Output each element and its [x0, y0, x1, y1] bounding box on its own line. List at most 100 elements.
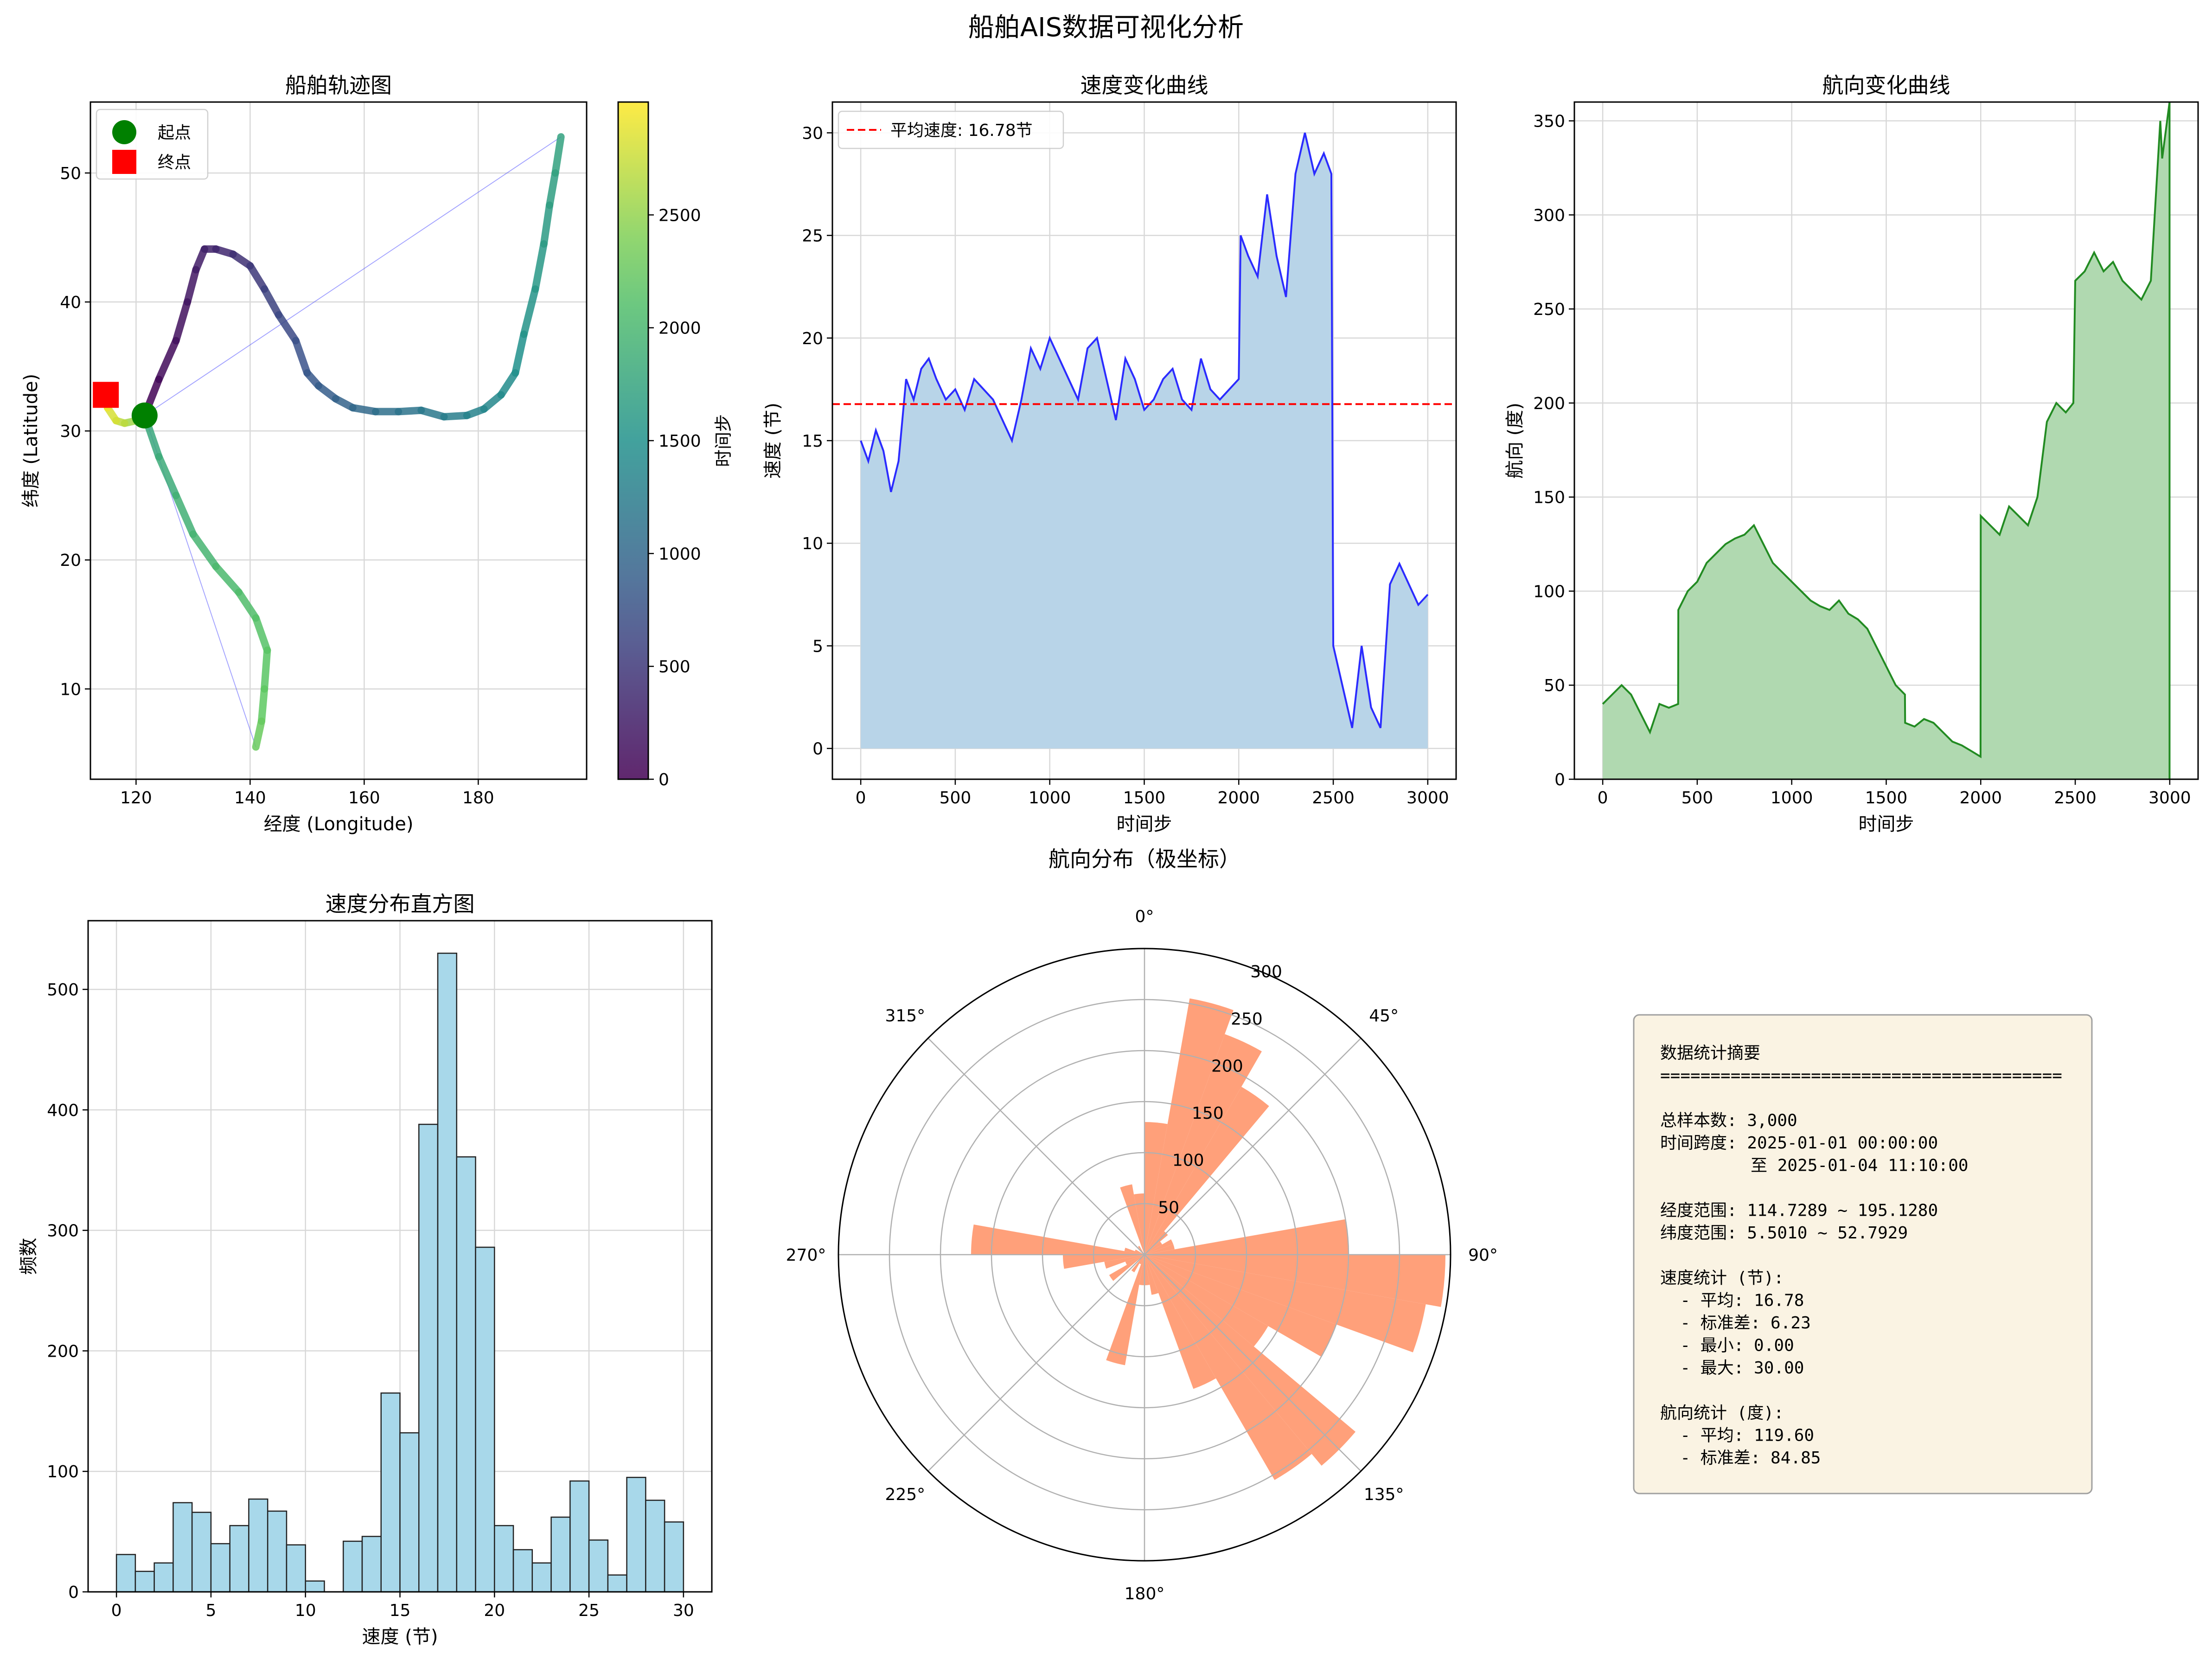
hist-bar — [475, 1246, 495, 1593]
traj-ytick-label: 50 — [60, 164, 81, 183]
polar-bar — [1144, 1244, 1175, 1255]
traj-path-segment — [349, 404, 379, 416]
polar-bar — [1144, 1255, 1216, 1389]
traj-ytick-label: 10 — [60, 680, 81, 699]
traj-xtick-label: 120 — [120, 789, 152, 808]
traj-legend-start-swatch — [112, 120, 136, 144]
hist-bar — [173, 1502, 193, 1593]
heading-ytick-label: 350 — [1533, 112, 1565, 131]
speed-xtick-label: 500 — [940, 789, 972, 808]
stats-line: - 平均: 119.60 — [1660, 1426, 1814, 1445]
colorbar-tick-label: 0 — [658, 770, 669, 789]
polar-grid-spoke — [1144, 1038, 1362, 1255]
traj-path-segment — [212, 563, 243, 596]
hist-ylabel: 频数 — [18, 1238, 39, 1275]
hist-ytick-label: 200 — [47, 1342, 79, 1361]
traj-path-segment — [192, 245, 208, 274]
traj-path-segment — [531, 240, 548, 293]
traj-path-segment — [395, 406, 425, 416]
colorbar-label: 时间步 — [713, 414, 734, 467]
heading-line — [1602, 102, 2171, 758]
polar-bar — [1144, 1255, 1426, 1353]
speed-ytick-label: 20 — [802, 329, 823, 348]
hist-bar — [115, 1554, 136, 1593]
heading-xtick-label: 500 — [1681, 789, 1713, 808]
stats-line: - 最大: 30.00 — [1660, 1359, 1804, 1378]
hist-ytick-label: 0 — [68, 1583, 79, 1602]
traj-jump-line — [144, 136, 562, 416]
polar-bar — [1144, 1241, 1163, 1255]
polar-bar — [1144, 1255, 1268, 1346]
polar-grid-spoke — [927, 1254, 1145, 1472]
hist-bar — [229, 1525, 249, 1593]
traj-path-segment — [520, 285, 539, 338]
polar-r-label: 100 — [1172, 1151, 1204, 1170]
polar-theta-label: 90° — [1468, 1246, 1498, 1265]
polar-bar — [1144, 1122, 1168, 1255]
heading-xtick-label: 2000 — [1959, 789, 2002, 808]
traj-path-segment — [292, 337, 311, 377]
hist-bar — [664, 1521, 684, 1593]
speed-title: 速度变化曲线 — [1080, 73, 1208, 98]
polar-r-label: 150 — [1192, 1104, 1224, 1123]
colorbar-tick-label: 2500 — [658, 206, 701, 225]
traj-ylabel: 纬度 (Latitude) — [20, 374, 42, 508]
polar-theta-label: 135° — [1364, 1485, 1404, 1504]
polar-bar — [1144, 1034, 1262, 1255]
polar-theta-label: 270° — [786, 1246, 826, 1265]
polar-bar — [1106, 1255, 1144, 1366]
hist-xtick-label: 20 — [484, 1601, 505, 1620]
hist-bar — [399, 1432, 420, 1593]
speed-line — [860, 132, 1429, 729]
polar-bar — [1144, 1255, 1336, 1357]
polar-theta-label: 45° — [1369, 1007, 1399, 1026]
hist-bar — [626, 1476, 646, 1593]
stats-line: - 标准差: 84.85 — [1660, 1449, 1821, 1468]
polar-bar — [1135, 1250, 1144, 1255]
colorbar-tick-label: 500 — [658, 658, 690, 677]
stats-line: 总样本数: 3,000 — [1660, 1111, 1797, 1130]
speed-chart: 0 500 1000 1500 2000 2500 3000 0 5 10 15 20 25 30 速度变化… — [762, 73, 1457, 835]
heading-ylabel: 航向 (度) — [1504, 403, 1526, 479]
heading-xtick-label: 1000 — [1771, 789, 1813, 808]
traj-path-segment — [184, 266, 200, 306]
polar-r-label: 250 — [1231, 1010, 1263, 1029]
speed-ytick-label: 15 — [802, 432, 823, 451]
polar-bar — [1104, 1255, 1144, 1269]
traj-path-segment — [551, 133, 565, 177]
speed-area — [861, 133, 1428, 749]
hist-bar — [437, 952, 458, 1593]
heading-xtick-label: 3000 — [2148, 789, 2191, 808]
stats-line: 至 2025-01-04 11:10:00 — [1660, 1156, 1969, 1175]
stats-line: - 标准差: 6.23 — [1660, 1314, 1811, 1333]
hist-bar — [512, 1549, 533, 1593]
speed-ytick-label: 25 — [802, 227, 823, 246]
heading-title: 航向变化曲线 — [1822, 73, 1950, 98]
hist-bar — [153, 1562, 174, 1593]
polar-bar — [1144, 1255, 1312, 1480]
hist-bar — [267, 1510, 288, 1593]
traj-path-segment — [275, 311, 300, 345]
stats-line: 航向统计 (度): — [1660, 1404, 1784, 1423]
traj-path-segment — [540, 201, 554, 248]
speed-legend-box — [837, 110, 1064, 149]
hist-bar — [305, 1580, 325, 1593]
polar-r-label: 300 — [1250, 962, 1282, 981]
colorbar-tick-label: 2000 — [658, 319, 701, 338]
traj-ytick-label: 40 — [60, 293, 81, 312]
hist-bar — [248, 1498, 269, 1593]
speed-ytick-label: 0 — [812, 740, 823, 759]
hist-xtick-label: 30 — [673, 1601, 694, 1620]
traj-start-marker — [131, 402, 158, 429]
traj-path-segment — [252, 717, 265, 751]
polar-bar — [1139, 1255, 1144, 1264]
traj-path-segment — [511, 330, 528, 377]
hist-bar — [550, 1516, 571, 1593]
polar-title: 航向分布（极坐标） — [1048, 846, 1240, 872]
colorbar-tick-label: 1500 — [658, 432, 701, 451]
polar-bar — [971, 1225, 1144, 1255]
stats-line: 数据统计摘要 — [1660, 1044, 1760, 1063]
polar-grid-spoke — [1144, 1254, 1362, 1472]
